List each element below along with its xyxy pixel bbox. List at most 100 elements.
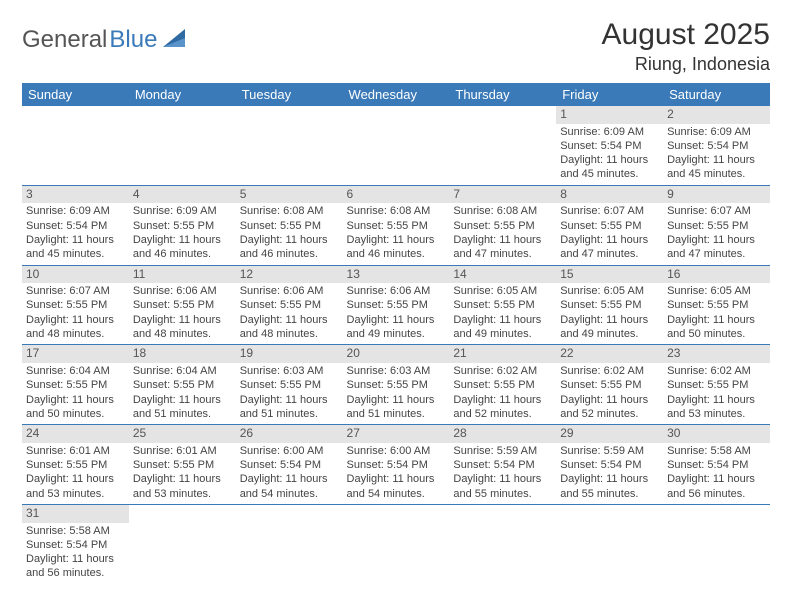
sunrise-text: Sunrise: 5:58 AM <box>667 444 766 458</box>
day-number-cell: 17 <box>22 345 129 363</box>
day-info-cell: Sunrise: 6:02 AMSunset: 5:55 PMDaylight:… <box>663 363 770 425</box>
day-info-cell: Sunrise: 6:06 AMSunset: 5:55 PMDaylight:… <box>343 283 450 345</box>
day-info-cell: Sunrise: 5:58 AMSunset: 5:54 PMDaylight:… <box>663 443 770 505</box>
daylight-text: Daylight: 11 hours and 49 minutes. <box>453 313 552 342</box>
day-info-cell: Sunrise: 6:09 AMSunset: 5:54 PMDaylight:… <box>663 124 770 186</box>
daynum-row: 10111213141516 <box>22 265 770 283</box>
sunset-text: Sunset: 5:54 PM <box>240 458 339 472</box>
day-info-cell <box>236 523 343 584</box>
day-header: Wednesday <box>343 83 450 106</box>
sunrise-text: Sunrise: 6:03 AM <box>347 364 446 378</box>
sunset-text: Sunset: 5:55 PM <box>453 219 552 233</box>
sunrise-text: Sunrise: 6:02 AM <box>453 364 552 378</box>
sunset-text: Sunset: 5:55 PM <box>133 458 232 472</box>
day-number-cell <box>343 106 450 124</box>
sunset-text: Sunset: 5:55 PM <box>667 298 766 312</box>
day-header: Monday <box>129 83 236 106</box>
info-row: Sunrise: 6:04 AMSunset: 5:55 PMDaylight:… <box>22 363 770 425</box>
day-header: Sunday <box>22 83 129 106</box>
sunrise-text: Sunrise: 6:06 AM <box>347 284 446 298</box>
sunrise-text: Sunrise: 6:08 AM <box>240 204 339 218</box>
daylight-text: Daylight: 11 hours and 54 minutes. <box>240 472 339 501</box>
sunrise-text: Sunrise: 6:01 AM <box>133 444 232 458</box>
sunrise-text: Sunrise: 6:07 AM <box>667 204 766 218</box>
daylight-text: Daylight: 11 hours and 55 minutes. <box>560 472 659 501</box>
header: General Blue August 2025 Riung, Indonesi… <box>22 18 770 75</box>
day-number-cell: 30 <box>663 425 770 443</box>
day-info-cell: Sunrise: 6:01 AMSunset: 5:55 PMDaylight:… <box>129 443 236 505</box>
day-number-cell: 1 <box>556 106 663 124</box>
day-info-cell: Sunrise: 5:59 AMSunset: 5:54 PMDaylight:… <box>449 443 556 505</box>
day-info-cell <box>129 523 236 584</box>
day-number-cell: 16 <box>663 265 770 283</box>
day-number-cell: 15 <box>556 265 663 283</box>
daylight-text: Daylight: 11 hours and 55 minutes. <box>453 472 552 501</box>
sunrise-text: Sunrise: 6:09 AM <box>133 204 232 218</box>
day-info-cell: Sunrise: 6:08 AMSunset: 5:55 PMDaylight:… <box>343 203 450 265</box>
sunrise-text: Sunrise: 6:03 AM <box>240 364 339 378</box>
sunset-text: Sunset: 5:54 PM <box>560 458 659 472</box>
daylight-text: Daylight: 11 hours and 54 minutes. <box>347 472 446 501</box>
sunrise-text: Sunrise: 6:07 AM <box>560 204 659 218</box>
day-info-cell: Sunrise: 6:06 AMSunset: 5:55 PMDaylight:… <box>236 283 343 345</box>
sunset-text: Sunset: 5:55 PM <box>560 298 659 312</box>
day-number-cell <box>556 504 663 522</box>
sunrise-text: Sunrise: 6:05 AM <box>560 284 659 298</box>
sunrise-text: Sunrise: 5:58 AM <box>26 524 125 538</box>
daylight-text: Daylight: 11 hours and 45 minutes. <box>667 153 766 182</box>
sunset-text: Sunset: 5:55 PM <box>667 219 766 233</box>
day-number-cell: 18 <box>129 345 236 363</box>
day-info-cell: Sunrise: 6:02 AMSunset: 5:55 PMDaylight:… <box>449 363 556 425</box>
sunrise-text: Sunrise: 6:08 AM <box>347 204 446 218</box>
title-block: August 2025 Riung, Indonesia <box>602 18 770 75</box>
day-number-cell: 6 <box>343 185 450 203</box>
daylight-text: Daylight: 11 hours and 47 minutes. <box>453 233 552 262</box>
daynum-row: 12 <box>22 106 770 124</box>
sunset-text: Sunset: 5:55 PM <box>133 219 232 233</box>
info-row: Sunrise: 6:01 AMSunset: 5:55 PM Daylight:… <box>22 443 770 505</box>
day-number-cell <box>343 504 450 522</box>
sunset-text: Sunset: 5:55 PM <box>240 378 339 392</box>
daylight-text: Daylight: 11 hours and 51 minutes. <box>347 393 446 422</box>
sunrise-text: Sunrise: 6:00 AM <box>347 444 446 458</box>
day-number-cell: 20 <box>343 345 450 363</box>
daylight-text: Daylight: 11 hours and 49 minutes. <box>347 313 446 342</box>
day-header: Tuesday <box>236 83 343 106</box>
day-info-cell: Sunrise: 6:00 AMSunset: 5:54 PMDaylight:… <box>343 443 450 505</box>
day-info-cell: Sunrise: 6:06 AMSunset: 5:55 PMDaylight:… <box>129 283 236 345</box>
day-number-cell: 21 <box>449 345 556 363</box>
daylight-text: Daylight: 11 hours and 46 minutes. <box>240 233 339 262</box>
sunrise-text: Sunrise: 6:02 AM <box>560 364 659 378</box>
sunrise-text: Sunrise: 6:06 AM <box>240 284 339 298</box>
daylight-text: Daylight: 11 hours and 45 minutes. <box>26 233 125 262</box>
location: Riung, Indonesia <box>602 54 770 75</box>
day-number-cell <box>129 106 236 124</box>
daylight-text: Daylight: 11 hours and 48 minutes. <box>26 313 125 342</box>
day-info-cell <box>22 124 129 186</box>
month-title: August 2025 <box>602 18 770 52</box>
sunrise-text: Sunrise: 5:59 AM <box>560 444 659 458</box>
daylight-text: Daylight: 11 hours and 45 minutes. <box>560 153 659 182</box>
day-number-cell <box>236 106 343 124</box>
daylight-text: Daylight: 11 hours and 53 minutes. <box>667 393 766 422</box>
day-header-row: Sunday Monday Tuesday Wednesday Thursday… <box>22 83 770 106</box>
daynum-row: 17181920212223 <box>22 345 770 363</box>
day-info-cell: Sunrise: 5:58 AMSunset: 5:54 PMDaylight:… <box>22 523 129 584</box>
daylight-text: Daylight: 11 hours and 47 minutes. <box>560 233 659 262</box>
day-info-cell <box>449 124 556 186</box>
day-info-cell: Sunrise: 6:01 AMSunset: 5:55 PMDaylight:… <box>22 443 129 505</box>
day-info-cell: Sunrise: 6:07 AMSunset: 5:55 PMDaylight:… <box>556 203 663 265</box>
logo-text-blue: Blue <box>109 26 157 54</box>
day-info-cell: Sunrise: 6:09 AMSunset: 5:55 PMDaylight:… <box>129 203 236 265</box>
sunset-text: Sunset: 5:54 PM <box>26 219 125 233</box>
day-info-cell: Sunrise: 6:09 AMSunset: 5:54 PMDaylight:… <box>22 203 129 265</box>
sail-icon <box>163 29 185 47</box>
sunset-text: Sunset: 5:55 PM <box>560 219 659 233</box>
info-row: Sunrise: 6:09 AMSunset: 5:54 PMDaylight:… <box>22 203 770 265</box>
daylight-text: Daylight: 11 hours and 50 minutes. <box>26 393 125 422</box>
day-info-cell <box>343 124 450 186</box>
day-header: Saturday <box>663 83 770 106</box>
day-info-cell: Sunrise: 6:08 AMSunset: 5:55 PMDaylight:… <box>449 203 556 265</box>
daylight-text: Daylight: 11 hours and 48 minutes. <box>133 313 232 342</box>
daylight-text: Daylight: 11 hours and 47 minutes. <box>667 233 766 262</box>
